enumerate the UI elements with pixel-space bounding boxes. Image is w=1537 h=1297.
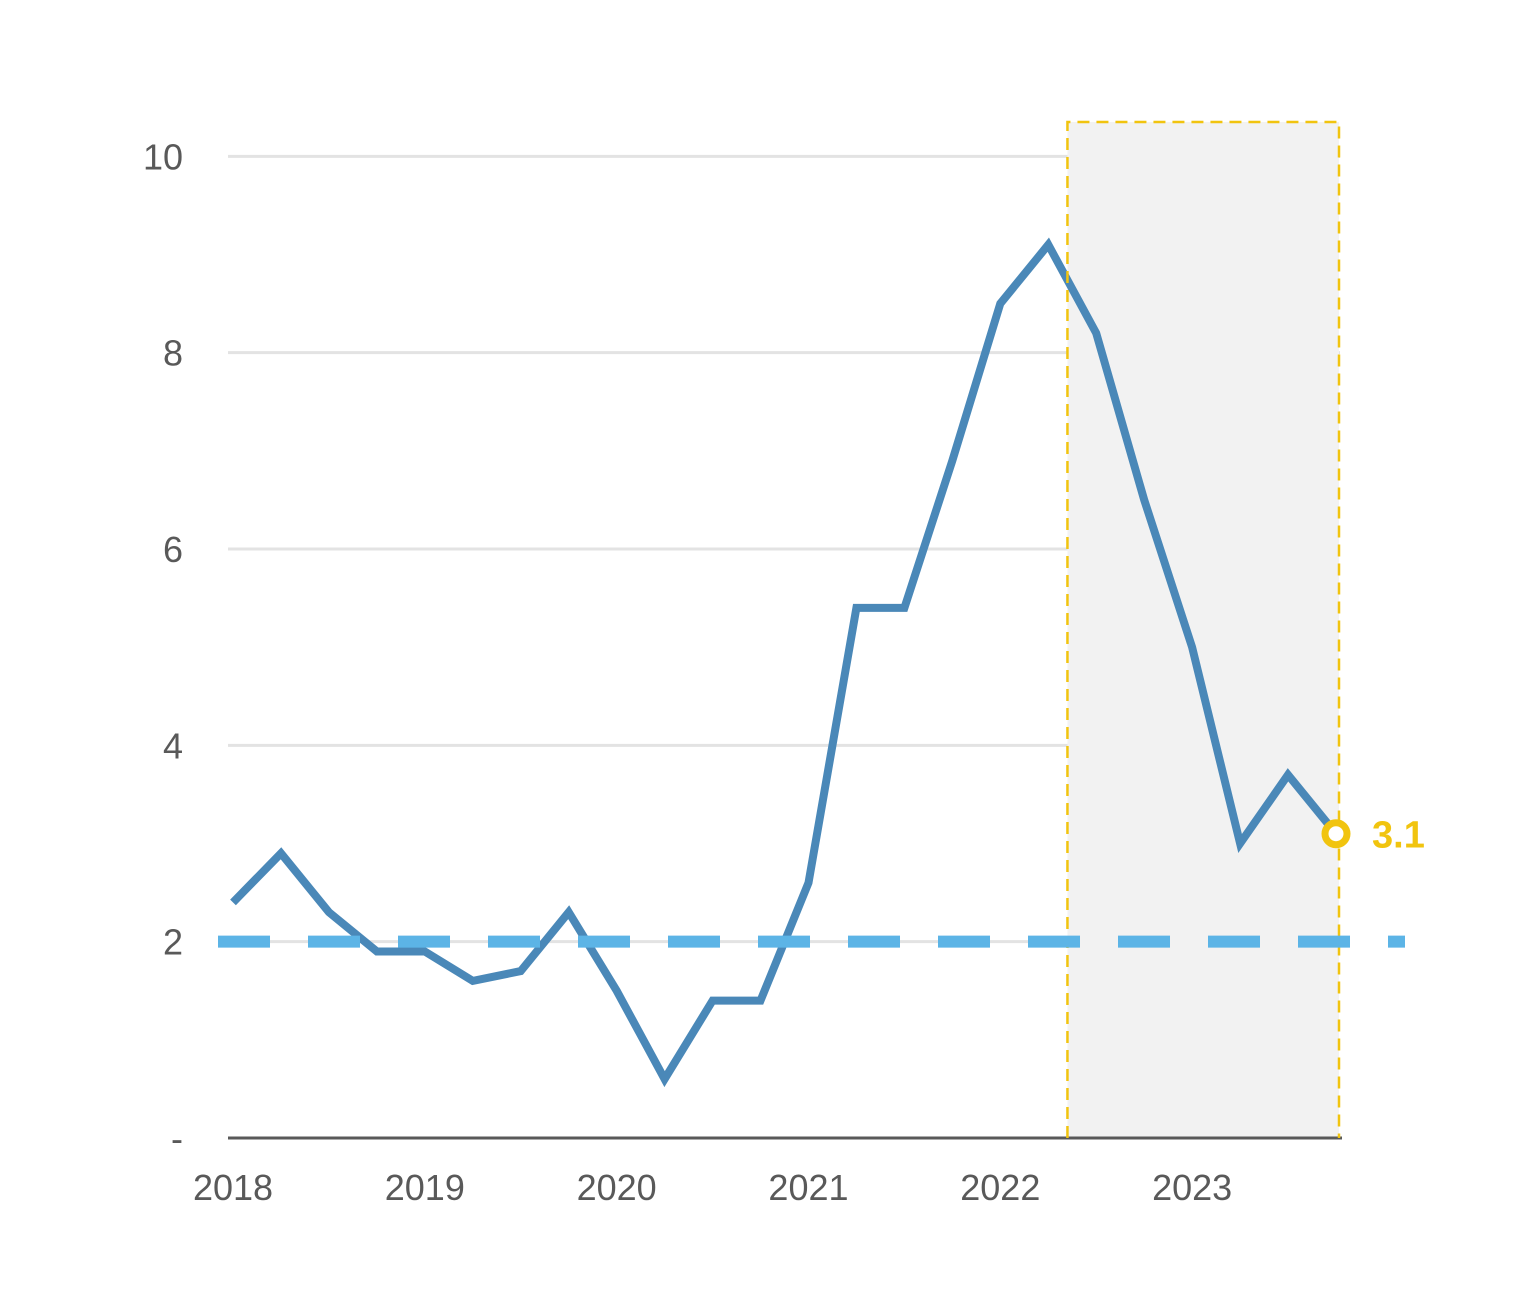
x-tick-label: 2019 bbox=[385, 1167, 465, 1208]
end-point-label: 3.1 bbox=[1372, 815, 1425, 857]
y-tick-label: 4 bbox=[163, 725, 183, 766]
x-tick-label: 2018 bbox=[193, 1167, 273, 1208]
y-tick-label: 8 bbox=[163, 333, 183, 374]
highlight-region-border bbox=[1066, 120, 1341, 1138]
y-axis-ticks: - 2 4 6 8 10 bbox=[143, 136, 183, 1159]
y-tick-label: 2 bbox=[163, 922, 183, 963]
highlight-border-line bbox=[1066, 120, 1341, 1138]
x-tick-label: 2023 bbox=[1152, 1167, 1232, 1208]
x-tick-label: 2022 bbox=[960, 1167, 1040, 1208]
x-tick-label: 2020 bbox=[577, 1167, 657, 1208]
x-axis-ticks: 2018 2019 2020 2021 2022 2023 bbox=[193, 1167, 1232, 1208]
x-tick-label: 2021 bbox=[768, 1167, 848, 1208]
end-point-marker bbox=[1321, 819, 1351, 849]
y-tick-label: 10 bbox=[143, 136, 183, 177]
y-tick-label: - bbox=[171, 1118, 183, 1159]
highlight-region bbox=[1067, 122, 1339, 1138]
y-tick-label: 6 bbox=[163, 529, 183, 570]
